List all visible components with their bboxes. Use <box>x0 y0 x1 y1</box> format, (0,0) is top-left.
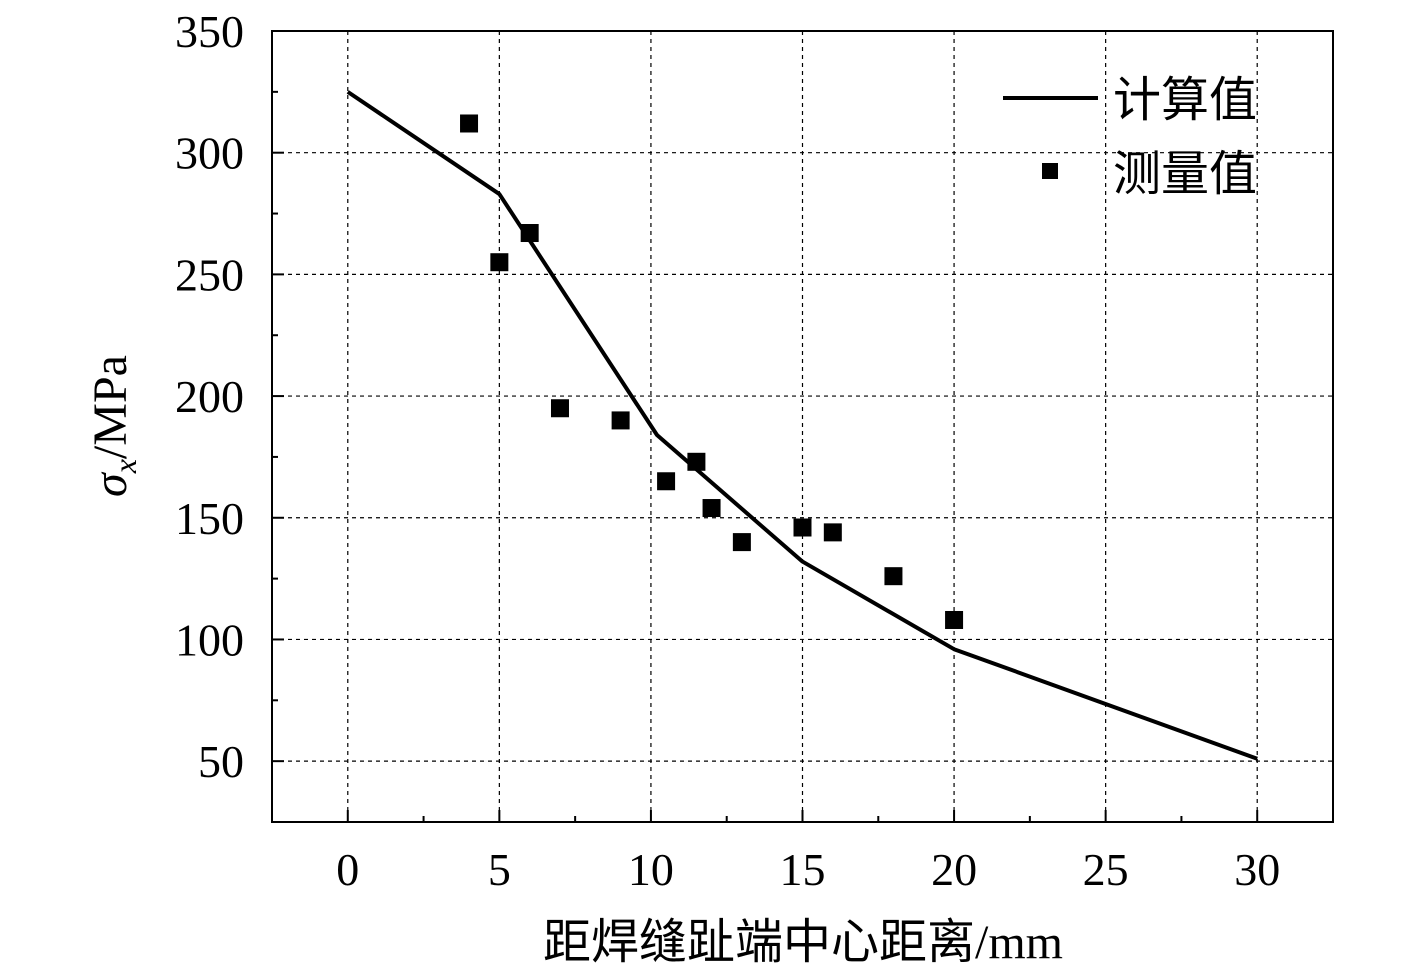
data-point-measured <box>823 523 842 542</box>
data-point-measured <box>550 399 569 418</box>
y-tick-label: 200 <box>175 371 244 422</box>
x-tick-label: 0 <box>336 844 359 895</box>
series-line-calculated <box>346 90 1258 761</box>
data-point-measured <box>793 518 812 537</box>
legend-marker-swatch <box>1042 163 1058 179</box>
data-point-measured <box>732 533 751 552</box>
x-tick-label: 30 <box>1234 844 1280 895</box>
legend-label-measured: 测量值 <box>1113 148 1257 201</box>
legend-label-calculated: 计算值 <box>1113 74 1257 127</box>
y-tick-label: 250 <box>175 249 244 300</box>
x-tick-label: 10 <box>628 844 674 895</box>
x-tick-label: 25 <box>1083 844 1129 895</box>
plot-frame <box>271 30 1334 823</box>
legend: 计算值 测量值 <box>1003 74 1257 201</box>
axis-ticks <box>272 30 1259 823</box>
data-point-measured <box>657 472 676 491</box>
data-point-measured <box>460 114 479 133</box>
data-point-measured <box>520 224 539 243</box>
data-point-measured <box>884 567 903 586</box>
grid-lines <box>272 31 1333 822</box>
y-axis-unit: /MPa <box>84 355 137 459</box>
data-point-measured <box>945 610 964 629</box>
y-tick-label: 50 <box>198 736 244 787</box>
y-axis-title: σx/MPa <box>84 355 143 497</box>
y-axis-subscript: x <box>107 459 143 474</box>
x-tick-label: 5 <box>488 844 511 895</box>
data-point-measured <box>687 452 706 471</box>
data-point-measured <box>702 499 721 518</box>
y-tick-label: 300 <box>175 128 244 179</box>
data-point-measured <box>490 253 509 272</box>
x-axis-title: 距焊缝趾端中心距离/mm <box>543 916 1063 969</box>
data-point-measured <box>611 411 630 430</box>
tick-labels: 0 5 10 15 20 25 30 50 100 150 200 250 300 350 <box>175 6 1280 895</box>
y-tick-label: 100 <box>175 614 244 665</box>
x-tick-label: 20 <box>931 844 977 895</box>
y-axis-symbol: σ <box>84 471 137 497</box>
series-layer <box>346 90 1258 761</box>
y-tick-label: 150 <box>175 493 244 544</box>
x-tick-label: 15 <box>780 844 826 895</box>
y-tick-label: 350 <box>175 6 244 57</box>
